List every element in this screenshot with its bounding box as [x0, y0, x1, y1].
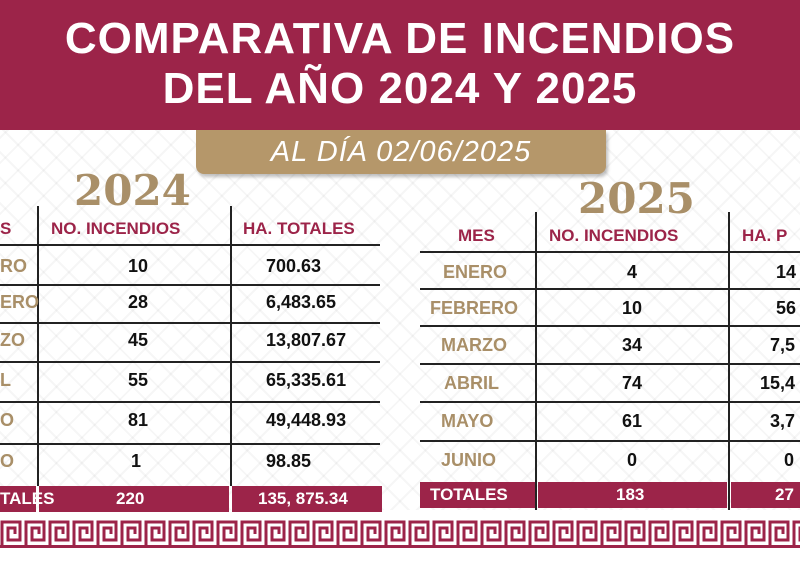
- row-divider: [420, 288, 800, 290]
- incendios-value: 81: [128, 410, 149, 430]
- row-divider: [0, 443, 380, 445]
- incendios-value: 10: [622, 298, 643, 318]
- row-divider: [0, 244, 380, 246]
- col-header-mes: S: [0, 219, 12, 238]
- column-divider: [535, 212, 537, 510]
- ha-value: 6,483.65: [266, 292, 337, 312]
- incendios-value: 0: [627, 450, 638, 470]
- incendios-value: 10: [128, 256, 149, 276]
- title-line-2: DEL AÑO 2024 Y 2025: [162, 64, 638, 113]
- totals-bar: [232, 486, 382, 512]
- ha-value: 15,4: [760, 373, 796, 393]
- month-label: ERO: [0, 292, 40, 312]
- ha-value: 7,5: [770, 335, 796, 355]
- col-header-ha: HA. TOTALES: [243, 219, 355, 238]
- totals-ha: 27: [775, 485, 794, 504]
- ha-value: 13,807.67: [266, 330, 347, 350]
- totals-ha: 135, 875.34: [258, 489, 348, 508]
- totals-label: TALES: [0, 489, 55, 508]
- month-label: JUNIO: [441, 450, 497, 470]
- date-label: AL DÍA 02/06/2025: [270, 136, 532, 168]
- ha-value: 14: [776, 262, 797, 282]
- ha-value: 3,7: [770, 411, 796, 431]
- incendios-value: 28: [128, 292, 149, 312]
- date-badge: AL DÍA 02/06/2025: [196, 130, 606, 174]
- row-divider: [420, 251, 800, 253]
- year-2024-heading: 2024: [74, 166, 191, 215]
- ha-value: 56: [776, 298, 797, 318]
- incendios-value: 1: [131, 451, 142, 471]
- col-header-incendios: NO. INCENDIOS: [51, 219, 181, 238]
- col-header-ha: HA. P: [742, 226, 788, 245]
- col-header-mes: MES: [458, 226, 495, 245]
- month-label: ENERO: [443, 262, 508, 282]
- incendios-value: 4: [627, 262, 638, 282]
- incendios-value: 45: [128, 330, 149, 350]
- ha-value: 65,335.61: [266, 370, 347, 390]
- totals-bar: [538, 482, 727, 508]
- row-divider: [420, 363, 800, 365]
- column-divider: [230, 206, 232, 486]
- incendios-value: 55: [128, 370, 149, 390]
- row-divider: [0, 322, 380, 324]
- month-label: O: [0, 410, 15, 430]
- title-line-1: COMPARATIVA DE INCENDIOS: [64, 14, 736, 63]
- month-label: MARZO: [441, 335, 507, 355]
- totals-label: TOTALES: [430, 485, 508, 504]
- ha-value: 0: [784, 450, 795, 470]
- column-divider: [728, 212, 730, 510]
- month-label: O: [0, 451, 15, 471]
- greek-key-border: [0, 518, 800, 548]
- background-pattern: [0, 130, 800, 510]
- year-2025-heading: 2025: [578, 174, 695, 223]
- col-header-incendios: NO. INCENDIOS: [549, 226, 679, 245]
- incendios-value: 34: [622, 335, 643, 355]
- header-banner: COMPARATIVA DE INCENDIOS DEL AÑO 2024 Y …: [0, 0, 800, 130]
- row-divider: [420, 325, 800, 327]
- incendios-value: 74: [622, 373, 643, 393]
- month-label: ABRIL: [444, 373, 499, 393]
- month-label: L: [0, 370, 11, 390]
- totals-incendios: 220: [116, 489, 145, 508]
- month-label: RO: [0, 256, 27, 276]
- totals-bar: [0, 486, 36, 512]
- row-divider: [0, 361, 380, 363]
- ha-value: 700.63: [266, 256, 322, 276]
- totals-bar: [39, 486, 229, 512]
- totals-bar: [420, 482, 535, 508]
- ha-value: 98.85: [266, 451, 312, 471]
- totals-bar: [731, 482, 800, 508]
- incendios-value: 61: [622, 411, 643, 431]
- ha-value: 49,448.93: [266, 410, 347, 430]
- row-divider: [420, 440, 800, 442]
- totals-incendios: 183: [616, 485, 645, 504]
- month-label: ZO: [0, 330, 25, 350]
- column-divider: [37, 206, 39, 486]
- row-divider: [0, 284, 380, 286]
- row-divider: [420, 401, 800, 403]
- row-divider: [0, 401, 380, 403]
- month-label: MAYO: [441, 411, 494, 431]
- month-label: FEBRERO: [430, 298, 519, 318]
